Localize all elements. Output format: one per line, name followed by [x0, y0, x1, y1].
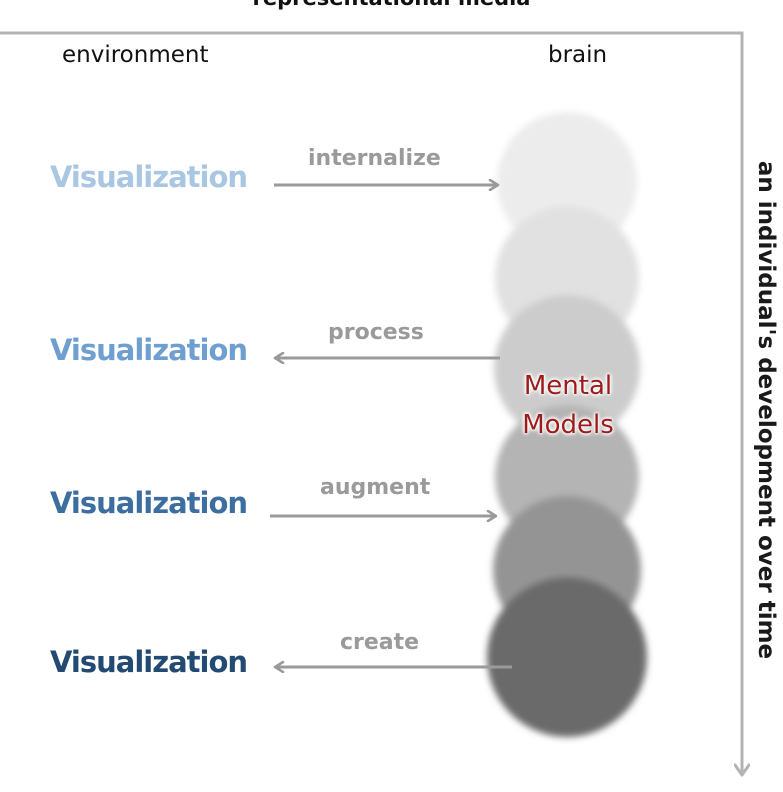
- process-label: process: [328, 320, 424, 345]
- visualization-label-3: Visualization: [50, 486, 248, 520]
- mental-model-circle-6: [487, 577, 647, 737]
- environment-label: environment: [62, 42, 209, 68]
- brain-label: brain: [548, 42, 608, 68]
- representational-media-title: representational media: [0, 0, 783, 10]
- axis-line: [0, 31, 742, 775]
- visualization-label-1: Visualization: [50, 160, 248, 194]
- visualization-label-2: Visualization: [50, 333, 248, 367]
- development-over-time-label: an individual's development over time: [753, 160, 779, 660]
- internalize-label: internalize: [308, 146, 441, 171]
- mental-model-circle-3: [494, 295, 640, 441]
- augment-label: augment: [320, 475, 431, 500]
- visualization-label-4: Visualization: [50, 645, 248, 679]
- mental-models-label: Mental Models: [522, 371, 614, 440]
- create-label: create: [340, 630, 420, 655]
- mental-model-circles: [487, 112, 647, 737]
